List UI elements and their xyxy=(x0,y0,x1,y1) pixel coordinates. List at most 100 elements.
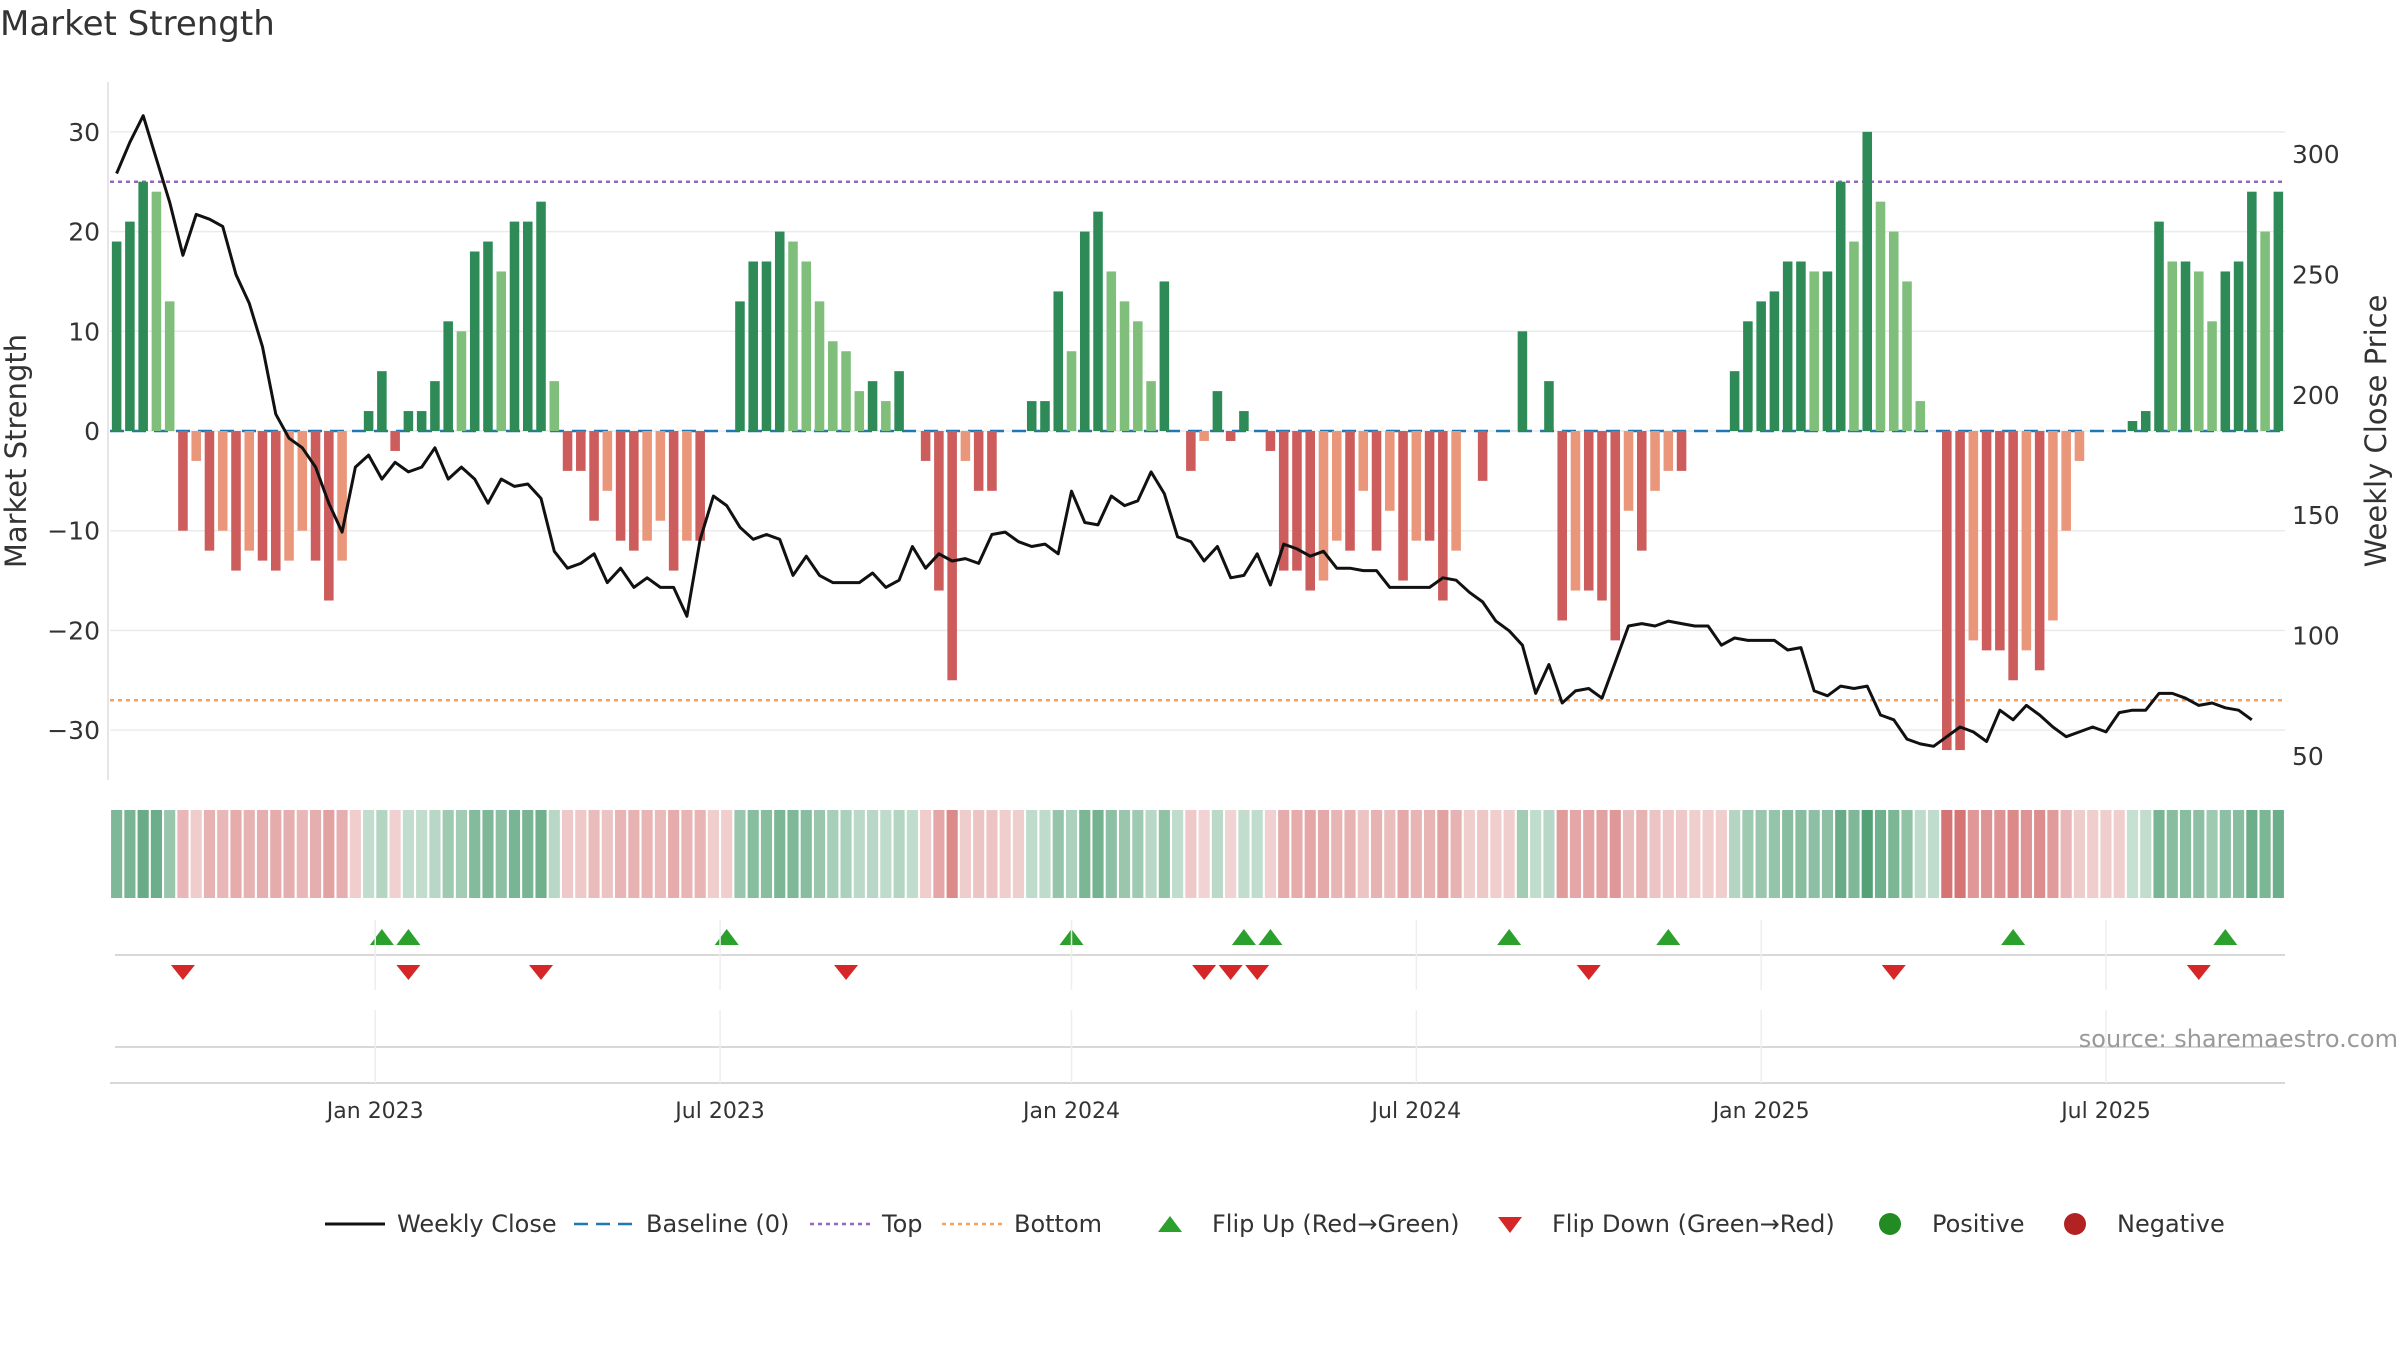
heat-cell xyxy=(946,810,958,898)
weekly-close-line xyxy=(115,114,2253,748)
heat-cell xyxy=(508,810,521,898)
strength-bar xyxy=(1292,431,1302,571)
heat-cell xyxy=(2087,810,2099,898)
strength-bar xyxy=(2021,431,2032,651)
y-tick-label-left: −20 xyxy=(47,616,100,645)
heat-cell xyxy=(1251,810,1263,898)
heat-cell xyxy=(455,810,468,898)
strength-bar xyxy=(284,431,294,561)
legend-item-positive: Positive xyxy=(1860,1208,2025,1240)
heat-cell xyxy=(1596,810,1608,898)
strength-bar xyxy=(1822,271,1833,431)
heat-cell xyxy=(1331,810,1343,898)
heat-cell xyxy=(880,810,892,898)
heat-cell xyxy=(1490,810,1502,898)
strength-bar xyxy=(509,221,520,431)
strength-bar xyxy=(1942,431,1952,751)
flip-down-marker xyxy=(1192,965,1217,980)
heat-cell xyxy=(1304,810,1316,898)
heat-cell xyxy=(1437,810,1449,898)
strength-bar xyxy=(1079,231,1090,431)
strength-bar xyxy=(695,431,705,541)
strength-bar xyxy=(1331,431,1342,541)
flip-down-marker xyxy=(170,965,195,980)
legend-symbol xyxy=(810,1208,870,1240)
strength-bar xyxy=(867,381,878,431)
legend-symbol xyxy=(325,1208,385,1240)
strength-bar xyxy=(390,431,400,451)
strength-bar xyxy=(1212,391,1223,431)
heat-cell xyxy=(1503,810,1515,898)
strength-bar xyxy=(111,241,122,431)
strength-bar xyxy=(828,341,838,431)
strength-bar xyxy=(1053,291,1064,431)
strength-bar xyxy=(178,431,188,531)
strength-bar xyxy=(2260,231,2270,431)
y-tick-label-right: 50 xyxy=(2292,742,2324,771)
strength-bar xyxy=(2207,321,2217,431)
heat-cell xyxy=(416,810,428,898)
heat-cell xyxy=(1530,810,1542,898)
flip-down-marker xyxy=(1881,965,1906,980)
strength-bar xyxy=(1040,401,1050,431)
heat-cell xyxy=(177,810,189,898)
strength-bar xyxy=(854,391,865,431)
heat-cell xyxy=(1317,810,1330,898)
strength-bar xyxy=(1451,431,1461,551)
flip-down-marker xyxy=(529,965,554,980)
strength-bar xyxy=(244,431,255,551)
legend-symbol xyxy=(942,1208,1002,1240)
strength-bar xyxy=(2180,261,2191,431)
strength-bar xyxy=(456,331,467,431)
x-tick-label: Jul 2024 xyxy=(1370,1099,1462,1124)
x-tick-label: Jan 2024 xyxy=(1021,1099,1120,1124)
strength-bar xyxy=(231,431,241,571)
strength-bar xyxy=(324,431,334,601)
strength-bar xyxy=(1106,271,1117,431)
strength-bar xyxy=(735,301,745,431)
heat-cell xyxy=(588,810,600,898)
strength-bar xyxy=(1955,431,1965,751)
heat-cell xyxy=(495,810,507,898)
heat-cell xyxy=(800,810,812,898)
strength-bar xyxy=(416,411,427,431)
x-tick-label: Jan 2025 xyxy=(1711,1099,1810,1124)
heat-cell xyxy=(1225,810,1237,898)
strength-bars xyxy=(111,131,2284,751)
strength-bar xyxy=(655,431,666,521)
legend-item-flip_up: Flip Up (Red→Green) xyxy=(1140,1208,1460,1240)
heat-cell xyxy=(1264,810,1277,898)
y-tick-label-left: 20 xyxy=(68,218,100,247)
heat-cell xyxy=(1211,810,1223,898)
strength-bar xyxy=(1557,431,1567,621)
y-tick-label-left: 0 xyxy=(84,417,100,446)
heat-cell xyxy=(283,810,295,898)
heat-cell xyxy=(1821,810,1834,898)
strength-bar xyxy=(1835,181,1846,431)
y-tick-label-right: 200 xyxy=(2292,381,2340,410)
strength-bar xyxy=(1610,431,1621,641)
heat-cell xyxy=(1676,810,1688,898)
heat-cell xyxy=(349,810,361,898)
strength-bar xyxy=(615,431,626,541)
heat-cell xyxy=(1424,810,1436,898)
strength-bar xyxy=(788,241,798,431)
heat-cell xyxy=(1941,810,1953,898)
legend-symbol xyxy=(574,1208,634,1240)
heat-cell xyxy=(469,810,481,898)
heat-cell xyxy=(1012,810,1025,898)
strength-bar xyxy=(2127,421,2138,431)
heat-cell xyxy=(999,810,1011,898)
heat-cell xyxy=(774,810,786,898)
strength-bar xyxy=(801,261,812,431)
heat-cell xyxy=(111,810,123,898)
y-tick-label-left: 30 xyxy=(68,118,100,147)
strength-bar xyxy=(841,351,851,431)
strength-bar xyxy=(1146,381,1156,431)
heat-cell xyxy=(2020,810,2032,898)
strength-bar xyxy=(469,251,480,431)
heat-cell xyxy=(243,810,255,898)
heat-cell xyxy=(376,810,388,898)
strength-bar xyxy=(522,221,533,431)
